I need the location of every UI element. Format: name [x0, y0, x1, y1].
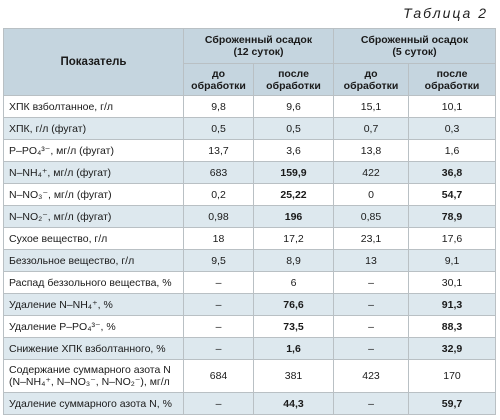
table-row: Удаление P–PO₄³⁻, % –73,5–88,3: [3, 315, 496, 338]
cell-value: 683: [183, 161, 254, 184]
row-label: Удаление P–PO₄³⁻, %: [3, 315, 184, 338]
cell-value: 44,3: [253, 392, 334, 415]
cell-value: 3,6: [253, 139, 334, 162]
cell-value: 170: [408, 359, 496, 393]
cell-value: 684: [183, 359, 254, 393]
table-row: ХПК взболтанное, г/л 9,8 9,6 15,1 10,1: [3, 95, 496, 118]
row-label: Беззольное вещество, г/л: [3, 249, 184, 272]
row-label: Удаление N–NH₄⁺, %: [3, 293, 184, 316]
cell-value: –: [333, 271, 409, 294]
row-label: ХПК, г/л (фугат): [3, 117, 184, 140]
row-label: P–PO₄³⁻, мг/л (фугат): [3, 139, 184, 162]
cell-value: 0,5: [253, 117, 334, 140]
cell-value: –: [183, 337, 254, 360]
cell-value: 196: [253, 205, 334, 228]
table-row: N–NO₂⁻, мг/л (фугат) 0,98 196 0,85 78,9: [3, 205, 496, 228]
table-row: Снижение ХПК взболтанного, % –1,6–32,9: [3, 337, 496, 360]
table-row: Распад беззольного вещества, % –6–30,1: [3, 271, 496, 294]
cell-value: 54,7: [408, 183, 496, 206]
cell-value: 25,22: [253, 183, 334, 206]
cell-value: 30,1: [408, 271, 496, 294]
cell-value: 422: [333, 161, 409, 184]
cell-value: 59,7: [408, 392, 496, 415]
cell-value: 8,9: [253, 249, 334, 272]
cell-value: 88,3: [408, 315, 496, 338]
cell-value: 10,1: [408, 95, 496, 118]
header-after-1: после обработки: [253, 63, 334, 96]
cell-value: 0,5: [183, 117, 254, 140]
cell-value: 1,6: [253, 337, 334, 360]
cell-value: 9,1: [408, 249, 496, 272]
cell-value: 91,3: [408, 293, 496, 316]
row-label: Снижение ХПК взболтанного, %: [3, 337, 184, 360]
cell-value: 13: [333, 249, 409, 272]
cell-value: –: [183, 392, 254, 415]
cell-value: –: [183, 293, 254, 316]
row-label: Распад беззольного вещества, %: [3, 271, 184, 294]
cell-value: 159,9: [253, 161, 334, 184]
cell-value: 76,6: [253, 293, 334, 316]
cell-value: 9,5: [183, 249, 254, 272]
table-row: Удаление N–NH₄⁺, % –76,6–91,3: [3, 293, 496, 316]
data-table: Показатель Сброженный осадок (12 суток) …: [3, 28, 496, 415]
cell-value: 381: [253, 359, 334, 393]
table-row: Беззольное вещество, г/л 9,5 8,9 13 9,1: [3, 249, 496, 272]
cell-value: 17,6: [408, 227, 496, 250]
header-before-2: до обработки: [333, 63, 409, 96]
row-label: ХПК взболтанное, г/л: [3, 95, 184, 118]
cell-value: –: [183, 315, 254, 338]
table-row: Удаление суммарного азота N, % –44,3–59,7: [3, 392, 496, 415]
cell-value: 9,8: [183, 95, 254, 118]
cell-value: 9,6: [253, 95, 334, 118]
row-label: Сухое вещество, г/л: [3, 227, 184, 250]
cell-value: –: [183, 271, 254, 294]
cell-value: 423: [333, 359, 409, 393]
header-group-5-days: Сброженный осадок (5 суток): [333, 28, 496, 64]
cell-value: 0,85: [333, 205, 409, 228]
cell-value: 13,8: [333, 139, 409, 162]
cell-value: 0,7: [333, 117, 409, 140]
cell-value: –: [333, 337, 409, 360]
table-row: Сухое вещество, г/л 18 17,2 23,1 17,6: [3, 227, 496, 250]
cell-value: 15,1: [333, 95, 409, 118]
cell-value: 13,7: [183, 139, 254, 162]
cell-value: 0,98: [183, 205, 254, 228]
header-parameter: Показатель: [3, 28, 184, 96]
cell-value: 32,9: [408, 337, 496, 360]
cell-value: –: [333, 392, 409, 415]
table-row: ХПК, г/л (фугат) 0,5 0,5 0,7 0,3: [3, 117, 496, 140]
cell-value: 17,2: [253, 227, 334, 250]
cell-value: 18: [183, 227, 254, 250]
table-row: N–NH₄⁺, мг/л (фугат) 683 159,9 422 36,8: [3, 161, 496, 184]
table-row: P–PO₄³⁻, мг/л (фугат) 13,7 3,6 13,8 1,6: [3, 139, 496, 162]
cell-value: 78,9: [408, 205, 496, 228]
row-label: Удаление суммарного азота N, %: [3, 392, 184, 415]
table-row: Содержание суммарного азота N (N–NH₄⁺, N…: [3, 359, 496, 393]
row-label: Содержание суммарного азота N (N–NH₄⁺, N…: [3, 359, 184, 393]
cell-value: 0,3: [408, 117, 496, 140]
cell-value: 0,2: [183, 183, 254, 206]
cell-value: –: [333, 315, 409, 338]
row-label: N–NO₂⁻, мг/л (фугат): [3, 205, 184, 228]
cell-value: 36,8: [408, 161, 496, 184]
table-row: N–NO₃⁻, мг/л (фугат) 0,2 25,22 0 54,7: [3, 183, 496, 206]
cell-value: 73,5: [253, 315, 334, 338]
cell-value: 23,1: [333, 227, 409, 250]
row-label: N–NO₃⁻, мг/л (фугат): [3, 183, 184, 206]
row-label: N–NH₄⁺, мг/л (фугат): [3, 161, 184, 184]
cell-value: 1,6: [408, 139, 496, 162]
header-group-12-days: Сброженный осадок (12 суток): [183, 28, 334, 64]
cell-value: –: [333, 293, 409, 316]
cell-value: 6: [253, 271, 334, 294]
cell-value: 0: [333, 183, 409, 206]
table-caption: Таблица 2: [403, 5, 488, 21]
header-before-1: до обработки: [183, 63, 254, 96]
header-after-2: после обработки: [408, 63, 496, 96]
